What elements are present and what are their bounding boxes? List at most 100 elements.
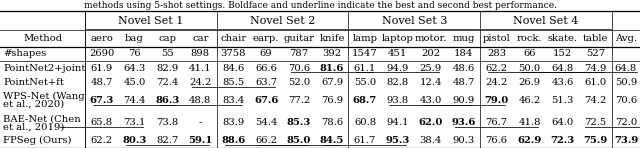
Text: 82.9: 82.9 <box>156 64 179 73</box>
Text: 24.2: 24.2 <box>189 78 212 87</box>
Text: PointNet+ft: PointNet+ft <box>3 78 64 87</box>
Text: 48.7: 48.7 <box>90 78 113 87</box>
Text: Novel Set 1: Novel Set 1 <box>118 16 184 26</box>
Text: 78.6: 78.6 <box>321 118 343 127</box>
Text: 67.9: 67.9 <box>321 78 343 87</box>
Text: Method: Method <box>23 34 62 43</box>
Text: Novel Set 3: Novel Set 3 <box>381 16 447 26</box>
Text: 25.9: 25.9 <box>420 64 442 73</box>
Text: 80.3: 80.3 <box>122 136 147 145</box>
Text: 63.7: 63.7 <box>255 78 277 87</box>
Text: Novel Set 2: Novel Set 2 <box>250 16 316 26</box>
Text: Novel Set 4: Novel Set 4 <box>513 16 579 26</box>
Text: pistol: pistol <box>483 34 511 43</box>
Text: 50.9: 50.9 <box>615 78 637 87</box>
Text: 787: 787 <box>289 49 308 58</box>
Text: 3758: 3758 <box>221 49 246 58</box>
Text: 24.2: 24.2 <box>485 78 508 87</box>
Text: PointNet2+joint: PointNet2+joint <box>3 64 86 73</box>
Text: 898: 898 <box>191 49 210 58</box>
Text: 94.1: 94.1 <box>387 118 409 127</box>
Text: 152: 152 <box>553 49 572 58</box>
Text: 75.9: 75.9 <box>583 136 607 145</box>
Text: 66.6: 66.6 <box>255 64 277 73</box>
Text: WPS-Net (Wang: WPS-Net (Wang <box>3 92 85 101</box>
Text: 62.2: 62.2 <box>90 136 113 145</box>
Text: 45.0: 45.0 <box>124 78 146 87</box>
Text: et al., 2019): et al., 2019) <box>3 122 65 131</box>
Text: cap: cap <box>159 34 177 43</box>
Text: 43.0: 43.0 <box>420 96 442 105</box>
Text: 90.9: 90.9 <box>452 96 475 105</box>
Text: guitar: guitar <box>284 34 315 43</box>
Text: 62.9: 62.9 <box>517 136 541 145</box>
Text: 48.8: 48.8 <box>189 96 212 105</box>
Text: lamp: lamp <box>353 34 378 43</box>
Text: methods using 5-shot settings. Boldface and underline indicate the best and seco: methods using 5-shot settings. Boldface … <box>83 1 557 10</box>
Text: 64.8: 64.8 <box>551 64 573 73</box>
Text: 59.1: 59.1 <box>188 136 212 145</box>
Text: 41.8: 41.8 <box>518 118 541 127</box>
Text: 26.9: 26.9 <box>518 78 541 87</box>
Text: 43.6: 43.6 <box>551 78 573 87</box>
Text: 66.2: 66.2 <box>255 136 277 145</box>
Text: 64.0: 64.0 <box>551 118 573 127</box>
Text: 84.5: 84.5 <box>320 136 344 145</box>
Text: 72.4: 72.4 <box>156 78 179 87</box>
Text: rock.: rock. <box>516 34 542 43</box>
Text: 88.6: 88.6 <box>221 136 245 145</box>
Text: 55: 55 <box>161 49 174 58</box>
Text: 84.6: 84.6 <box>222 64 244 73</box>
Text: 51.3: 51.3 <box>551 96 573 105</box>
Text: FPSeg (Ours): FPSeg (Ours) <box>3 136 72 145</box>
Text: 86.3: 86.3 <box>156 96 180 105</box>
Text: 2690: 2690 <box>89 49 115 58</box>
Text: aero: aero <box>90 34 113 43</box>
Text: 74.2: 74.2 <box>584 96 607 105</box>
Text: skate.: skate. <box>547 34 577 43</box>
Text: 61.0: 61.0 <box>584 78 607 87</box>
Text: et al., 2020): et al., 2020) <box>3 100 65 109</box>
Text: 85.3: 85.3 <box>287 118 311 127</box>
Text: 83.9: 83.9 <box>222 118 244 127</box>
Text: 48.7: 48.7 <box>452 78 475 87</box>
Text: 12.4: 12.4 <box>420 78 442 87</box>
Text: 72.0: 72.0 <box>615 118 637 127</box>
Text: 46.2: 46.2 <box>518 96 541 105</box>
Text: mug: mug <box>452 34 475 43</box>
Text: 95.3: 95.3 <box>386 136 410 145</box>
Text: laptop: laptop <box>382 34 414 43</box>
Text: 50.0: 50.0 <box>518 64 541 73</box>
Text: 67.3: 67.3 <box>90 96 114 105</box>
Text: 70.6: 70.6 <box>288 64 310 73</box>
Text: 73.9: 73.9 <box>614 136 638 145</box>
Text: 62.2: 62.2 <box>486 64 508 73</box>
Text: knife: knife <box>319 34 345 43</box>
Text: 41.1: 41.1 <box>189 64 212 73</box>
Text: 55.0: 55.0 <box>354 78 376 87</box>
Text: 76: 76 <box>128 49 141 58</box>
Text: 93.8: 93.8 <box>387 96 409 105</box>
Text: 202: 202 <box>421 49 440 58</box>
Text: motor.: motor. <box>415 34 447 43</box>
Text: 82.7: 82.7 <box>156 136 179 145</box>
Text: 54.4: 54.4 <box>255 118 277 127</box>
Text: 1547: 1547 <box>352 49 378 58</box>
Text: 73.1: 73.1 <box>124 118 146 127</box>
Text: 70.6: 70.6 <box>615 96 637 105</box>
Text: #shapes: #shapes <box>3 49 47 58</box>
Text: 72.5: 72.5 <box>584 118 607 127</box>
Text: chair: chair <box>220 34 246 43</box>
Text: 81.6: 81.6 <box>320 64 344 73</box>
Text: 94.9: 94.9 <box>387 64 409 73</box>
Text: 392: 392 <box>323 49 342 58</box>
Text: 65.8: 65.8 <box>90 118 113 127</box>
Text: 76.9: 76.9 <box>321 96 343 105</box>
Text: 76.7: 76.7 <box>486 118 508 127</box>
Text: 79.0: 79.0 <box>484 96 509 105</box>
Text: 93.6: 93.6 <box>451 118 476 127</box>
Text: 73.8: 73.8 <box>156 118 179 127</box>
Text: 48.6: 48.6 <box>452 64 475 73</box>
Text: 74.4: 74.4 <box>124 96 146 105</box>
Text: 85.5: 85.5 <box>222 78 244 87</box>
